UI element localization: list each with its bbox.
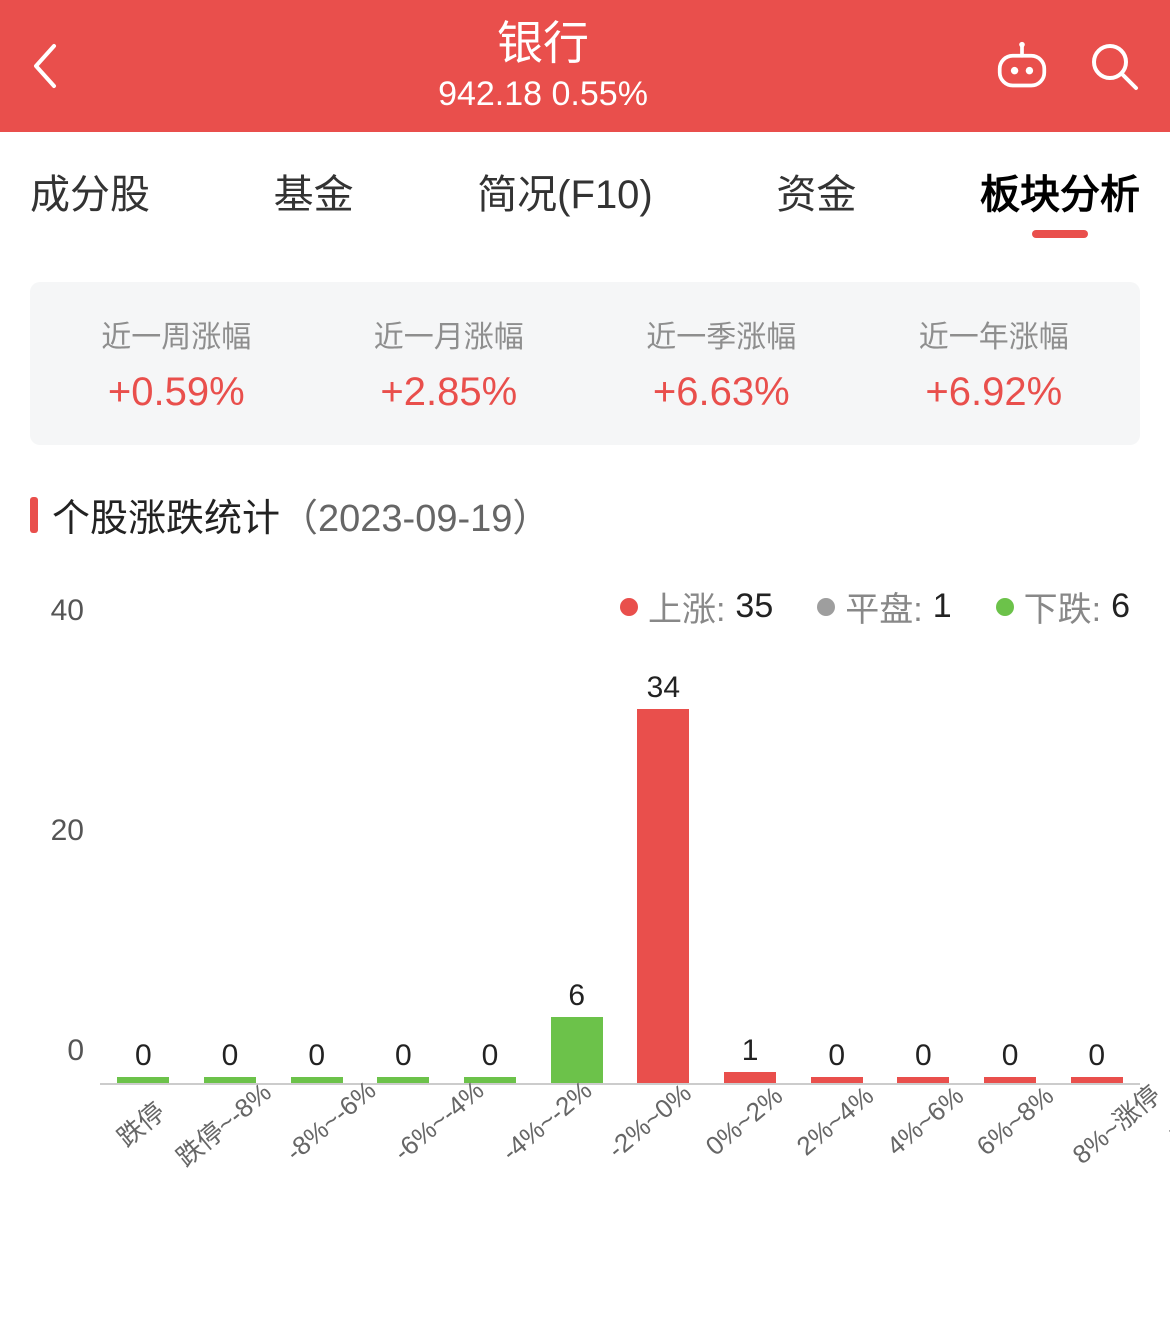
bar-8: 0 (793, 1039, 880, 1083)
bar-value-label: 0 (222, 1039, 239, 1073)
period-stat-label: 近一年涨幅 (919, 312, 1069, 356)
bar-rect (811, 1077, 863, 1083)
period-stat-label: 近一月涨幅 (374, 312, 524, 356)
section-date: （2023-09-19） (280, 487, 550, 542)
y-tick: 0 (67, 1034, 84, 1068)
header-price: 942.18 (438, 75, 542, 113)
period-stat-label: 近一季涨幅 (646, 312, 796, 356)
header-subtitle: 942.18 0.55% (90, 75, 996, 114)
section-title: 个股涨跌统计 （2023-09-19） (30, 487, 1140, 542)
search-icon[interactable] (1088, 40, 1140, 92)
legend-item-2: 下跌: 6 (996, 582, 1130, 631)
bar-value-label: 0 (1088, 1039, 1105, 1073)
period-stat-value: +0.59% (101, 370, 251, 415)
bar-6: 34 (620, 671, 707, 1083)
legend-label: 平盘: (845, 582, 922, 631)
period-stat-1: 近一月涨幅 +2.85% (374, 312, 524, 415)
chart-legend: 上涨: 35 平盘: 1 下跌: 6 (0, 582, 1130, 631)
period-stat-value: +6.63% (646, 370, 796, 415)
tab-3[interactable]: 资金 (776, 162, 856, 234)
legend-value: 1 (933, 587, 952, 626)
period-stat-0: 近一周涨幅 +0.59% (101, 312, 251, 415)
x-axis-labels: 跌停跌停~-8%-8%~-6%-6%~-4%-4%~-2%-2%~0%0%~2%… (100, 1085, 1140, 1205)
legend-label: 上涨: (648, 582, 725, 631)
tab-2[interactable]: 简况(F10) (477, 162, 653, 234)
legend-dot-icon (996, 598, 1014, 616)
period-stats-card: 近一周涨幅 +0.59% 近一月涨幅 +2.85% 近一季涨幅 +6.63% 近一年涨幅 +6… (30, 282, 1140, 445)
distribution-chart: 02040 0000063410000 跌停跌停~-8%-8%~-6%-6%~-… (30, 645, 1140, 1205)
bar-value-label: 6 (568, 979, 585, 1013)
legend-dot-icon (620, 598, 638, 616)
bar-0: 0 (100, 1039, 187, 1083)
period-stat-value: +2.85% (374, 370, 524, 415)
bar-value-label: 0 (915, 1039, 932, 1073)
assistant-icon[interactable] (996, 40, 1048, 92)
plot-area: 0 0 0 0 0 6 34 1 0 0 0 0 (100, 645, 1140, 1085)
bar-value-label: 0 (135, 1039, 152, 1073)
period-stat-label: 近一周涨幅 (101, 312, 251, 356)
y-tick: 20 (51, 814, 84, 848)
bar-7: 1 (707, 1034, 794, 1083)
bar-11: 0 (1053, 1039, 1140, 1083)
bar-3: 0 (360, 1039, 447, 1083)
bar-1: 0 (187, 1039, 274, 1083)
tab-bar: 成分股 基金 简况(F10) 资金 板块分析 (0, 132, 1170, 252)
legend-value: 6 (1111, 587, 1130, 626)
app-header: 银行 942.18 0.55% (0, 0, 1170, 132)
tab-4[interactable]: 板块分析 (980, 162, 1140, 234)
bar-9: 0 (880, 1039, 967, 1083)
legend-dot-icon (817, 598, 835, 616)
back-icon[interactable] (30, 42, 90, 90)
bar-value-label: 0 (828, 1039, 845, 1073)
period-stat-3: 近一年涨幅 +6.92% (919, 312, 1069, 415)
bar-10: 0 (967, 1039, 1054, 1083)
bar-rect (984, 1077, 1036, 1083)
bar-5: 6 (533, 979, 620, 1083)
period-stat-2: 近一季涨幅 +6.63% (646, 312, 796, 415)
legend-label: 下跌: (1024, 582, 1101, 631)
y-axis: 02040 (30, 645, 90, 1085)
bar-rect (897, 1077, 949, 1083)
x-label: 8%~涨停 (1063, 1076, 1170, 1235)
legend-item-0: 上涨: 35 (620, 582, 773, 631)
bar-rect (637, 709, 689, 1083)
legend-item-1: 平盘: 1 (817, 582, 951, 631)
bar-2: 0 (273, 1039, 360, 1083)
legend-value: 35 (735, 587, 773, 626)
header-title: 银行 (90, 18, 996, 69)
tab-1[interactable]: 基金 (274, 162, 354, 234)
bar-value-label: 0 (395, 1039, 412, 1073)
section-title-text: 个股涨跌统计 (52, 487, 280, 542)
bar-rect (291, 1077, 343, 1083)
header-change: 0.55% (552, 75, 648, 113)
bar-rect (117, 1077, 169, 1083)
bar-4: 0 (447, 1039, 534, 1083)
bar-rect (551, 1017, 603, 1083)
bar-rect (1071, 1077, 1123, 1083)
bar-value-label: 34 (647, 671, 680, 705)
bar-value-label: 0 (308, 1039, 325, 1073)
bar-rect (377, 1077, 429, 1083)
period-stat-value: +6.92% (919, 370, 1069, 415)
bar-value-label: 0 (1002, 1039, 1019, 1073)
bar-value-label: 1 (742, 1034, 759, 1068)
header-title-block: 银行 942.18 0.55% (90, 18, 996, 114)
y-tick: 40 (51, 594, 84, 628)
tab-0[interactable]: 成分股 (30, 162, 150, 234)
bar-value-label: 0 (482, 1039, 499, 1073)
bars-container: 0 0 0 0 0 6 34 1 0 0 0 0 (100, 645, 1140, 1083)
